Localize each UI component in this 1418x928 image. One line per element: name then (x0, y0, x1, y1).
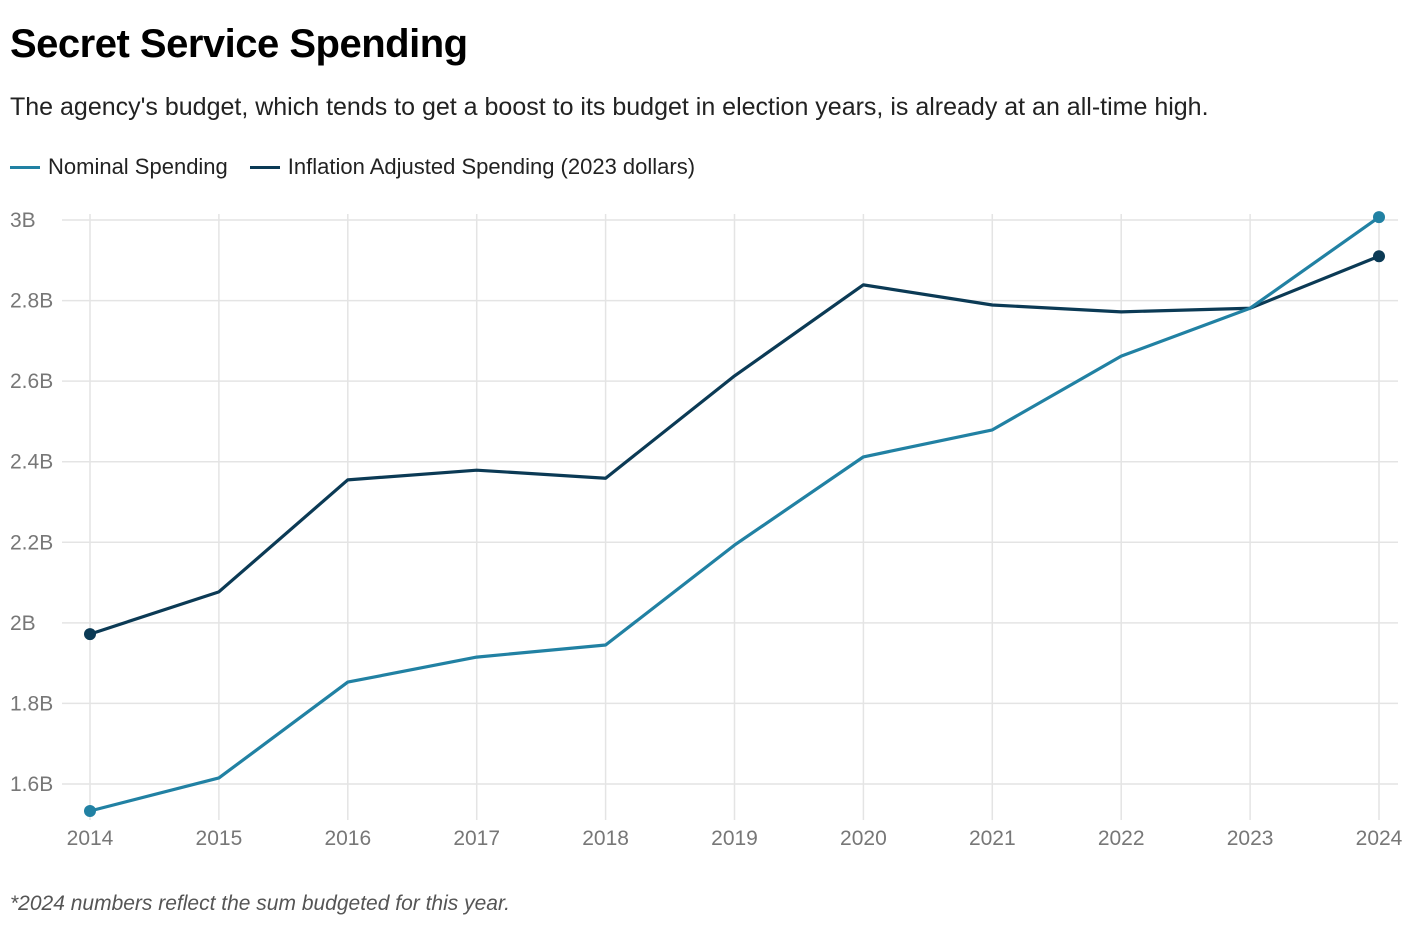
legend-item-inflation: Inflation Adjusted Spending (2023 dollar… (249, 154, 696, 180)
x-tick-label: 2016 (324, 827, 371, 850)
x-tick-label: 2014 (67, 827, 114, 850)
y-tick-label: 3B (10, 209, 36, 232)
legend-label-nominal: Nominal Spending (48, 154, 228, 179)
x-tick-label: 2017 (453, 827, 500, 850)
y-tick-label: 2.6B (10, 370, 53, 393)
y-tick-label: 2.8B (10, 290, 53, 313)
legend-label-inflation: Inflation Adjusted Spending (2023 dollar… (287, 154, 696, 179)
series-line (89, 215, 1380, 813)
x-tick-label: 2020 (840, 827, 887, 850)
x-tick-label: 2015 (196, 827, 243, 850)
y-tick-label: 1.6B (10, 773, 53, 796)
x-tick-label: 2018 (582, 827, 629, 850)
x-tick-label: 2021 (969, 827, 1016, 850)
legend: Nominal Spending Inflation Adjusted Spen… (10, 154, 695, 180)
y-tick-label: 2.2B (10, 531, 53, 554)
legend-swatch-nominal (10, 165, 40, 169)
legend-item-nominal: Nominal Spending (10, 154, 228, 180)
y-tick-label: 2B (10, 612, 36, 635)
y-tick-label: 2.4B (10, 451, 53, 474)
series-point-start (84, 804, 96, 817)
footnote: *2024 numbers reflect the sum budgeted f… (10, 892, 511, 915)
series-point-end (1373, 250, 1385, 263)
series-point-end (1373, 211, 1385, 224)
series-line (89, 254, 1380, 636)
series-point-start (84, 628, 96, 641)
chart-title: Secret Service Spending (10, 22, 468, 66)
x-tick-label: 2022 (1098, 827, 1145, 850)
x-tick-label: 2019 (711, 827, 758, 850)
x-tick-label: 2023 (1227, 827, 1274, 850)
legend-swatch-inflation (249, 165, 280, 169)
y-tick-label: 1.8B (10, 692, 53, 715)
x-tick-label: 2024 (1356, 827, 1403, 850)
chart-subtitle: The agency's budget, which tends to get … (10, 93, 1209, 121)
